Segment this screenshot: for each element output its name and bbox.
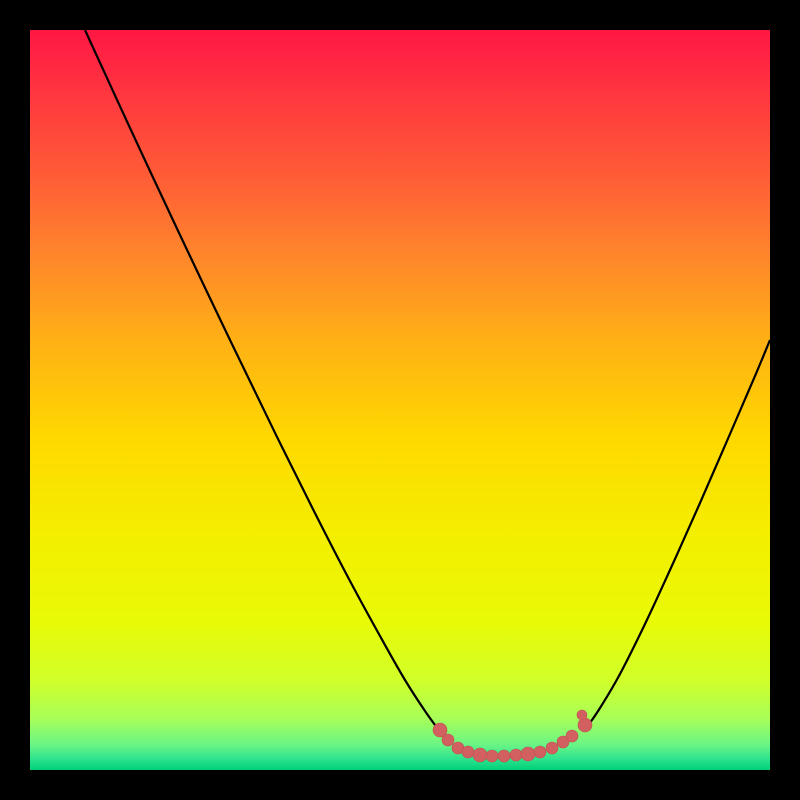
marker-dot <box>498 750 510 762</box>
marker-dot <box>566 730 578 742</box>
marker-dot <box>577 710 587 720</box>
bottleneck-curve-chart <box>30 30 770 770</box>
marker-dot <box>473 748 487 762</box>
marker-dot <box>534 746 546 758</box>
marker-dot <box>546 742 558 754</box>
marker-dot <box>442 734 454 746</box>
marker-dot <box>462 746 474 758</box>
marker-dot <box>510 749 522 761</box>
chart-container <box>30 30 770 770</box>
marker-dot <box>486 750 498 762</box>
chart-background <box>30 30 770 770</box>
marker-dot <box>578 718 592 732</box>
marker-dot <box>521 747 535 761</box>
watermark-text: TheBottleneck.com <box>605 6 788 32</box>
